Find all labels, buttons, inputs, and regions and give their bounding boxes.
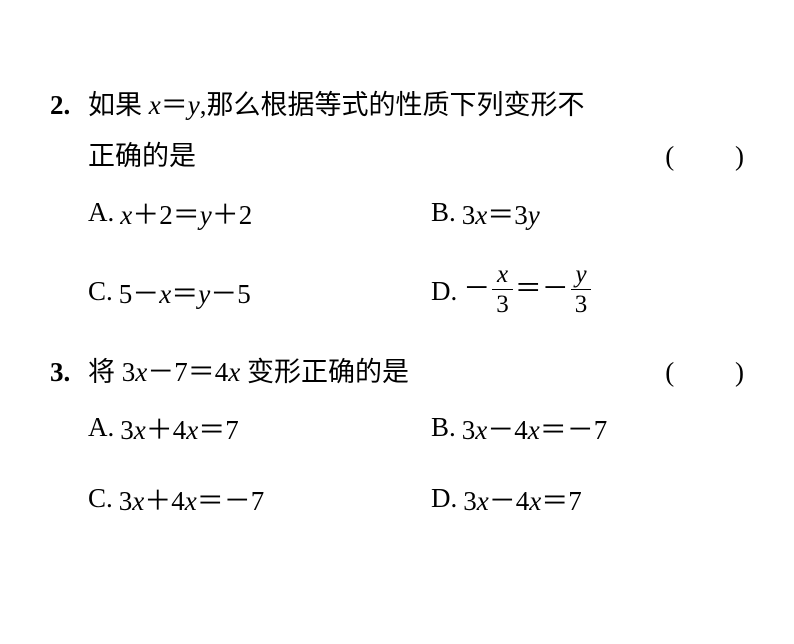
q3-option-a: A. 3x＋4x＝7 <box>88 408 401 447</box>
q2-option-c: C. 5－x＝y－5 <box>88 264 401 319</box>
option-math: 3x＋4x＝－7 <box>119 479 264 518</box>
q3-stem: 将 3x－7＝4x 变形正确的是 ( ) <box>88 347 744 398</box>
fraction: x3 <box>492 262 513 317</box>
option-label: A. <box>88 412 114 443</box>
q3-option-b: B. 3x－4x＝－7 <box>431 408 744 447</box>
q3-paren: ( ) <box>665 347 744 398</box>
option-label: B. <box>431 197 456 228</box>
q2-stem-text: 正确的是 <box>88 131 196 182</box>
q3-option-c: C. 3x＋4x＝－7 <box>88 479 401 518</box>
q2-stem-line1: 如果 x＝y,那么根据等式的性质下列变形不 <box>88 80 744 131</box>
q2-option-a: A. x＋2＝y＋2 <box>88 193 401 232</box>
q2-number: 2. <box>50 80 88 131</box>
q3-options: A. 3x＋4x＝7 B. 3x－4x＝－7 C. 3x＋4x＝－7 D. 3x… <box>88 408 744 518</box>
option-math: 3x－4x＝7 <box>463 479 581 518</box>
option-label: D. <box>431 276 457 307</box>
option-math: 3x＋4x＝7 <box>120 408 238 447</box>
option-math: 5－x＝y－5 <box>119 272 251 311</box>
option-label: D. <box>431 483 457 514</box>
q2-options: A. x＋2＝y＋2 B. 3x＝3y C. 5－x＝y－5 D. －x3＝－y… <box>88 193 744 319</box>
q2-header: 2. 如果 x＝y,那么根据等式的性质下列变形不 正确的是 ( ) <box>50 80 744 183</box>
q3-number: 3. <box>50 347 88 398</box>
option-math: －x3＝－y3 <box>463 264 593 319</box>
q2-stem: 如果 x＝y,那么根据等式的性质下列变形不 正确的是 ( ) <box>88 80 744 183</box>
option-math: x＋2＝y＋2 <box>120 193 252 232</box>
option-label: A. <box>88 197 114 228</box>
question-3: 3. 将 3x－7＝4x 变形正确的是 ( ) A. 3x＋4x＝7 B. 3x… <box>50 347 744 518</box>
q2-option-d: D. －x3＝－y3 <box>431 264 744 319</box>
q2-option-b: B. 3x＝3y <box>431 193 744 232</box>
q3-stem-text: 将 3x－7＝4x 变形正确的是 <box>88 347 409 398</box>
fraction: y3 <box>571 262 592 317</box>
q2-stem-line2: 正确的是 ( ) <box>88 131 744 182</box>
option-math: 3x＝3y <box>462 193 540 232</box>
question-2: 2. 如果 x＝y,那么根据等式的性质下列变形不 正确的是 ( ) A. x＋2… <box>50 80 744 319</box>
q2-paren: ( ) <box>665 131 744 182</box>
option-label: C. <box>88 483 113 514</box>
option-label: B. <box>431 412 456 443</box>
option-label: C. <box>88 276 113 307</box>
q3-option-d: D. 3x－4x＝7 <box>431 479 744 518</box>
option-math: 3x－4x＝－7 <box>462 408 607 447</box>
q3-header: 3. 将 3x－7＝4x 变形正确的是 ( ) <box>50 347 744 398</box>
